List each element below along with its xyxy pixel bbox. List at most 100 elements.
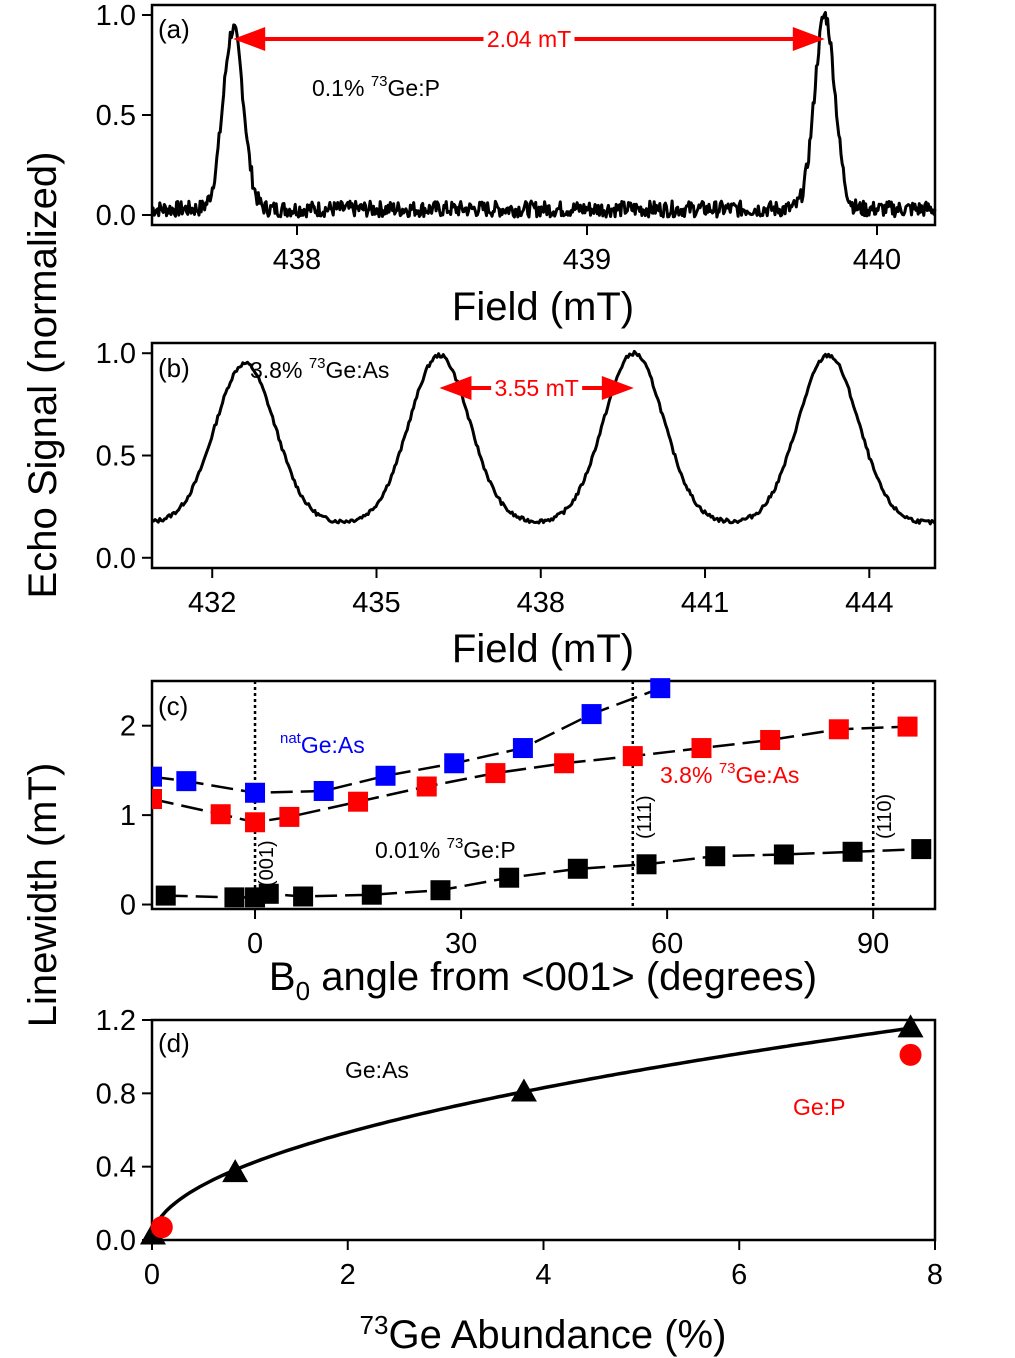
panel-b-xlabel: Field (mT) xyxy=(452,627,634,671)
panel-b-arrow-head-right xyxy=(601,376,634,400)
panel-d-xtick-label: 8 xyxy=(927,1259,943,1291)
legend-nat-ge-as: natGe:As xyxy=(280,730,365,758)
panel-a: (a) Field (mT) 0.1% 73Ge:P 438 439 440 0.0 0… xyxy=(96,0,937,329)
panel-c: (c) B0 angle from <001> (degrees) natGe:… xyxy=(120,678,937,1006)
y-axis-title-echo: Echo Signal (normalized) xyxy=(21,152,65,599)
panel-c-marker-1 xyxy=(622,746,643,767)
panel-c-ytick-label: 0 xyxy=(120,890,136,922)
panel-c-marker-1 xyxy=(210,804,231,825)
panel-c-marker-2 xyxy=(773,844,794,865)
legend-38-ge-as: 3.8% 73Ge:As xyxy=(660,760,799,788)
panel-c-marker-2 xyxy=(361,884,382,905)
panel-d-fit-curve xyxy=(150,1026,911,1241)
panel-c-xtick-label: 90 xyxy=(857,928,889,960)
panel-d-xtick-label: 6 xyxy=(731,1259,747,1291)
panel-b-xtick-label: 432 xyxy=(188,587,236,619)
panel-b-trace xyxy=(151,349,937,526)
panel-d-xtick-label: 4 xyxy=(535,1259,551,1291)
panel-c-marker-2 xyxy=(567,858,588,879)
panel-c-marker-2 xyxy=(293,886,314,907)
panel-c-series-line xyxy=(151,687,661,795)
panel-c-vline-label: (110) xyxy=(874,794,896,839)
panel-d-ytick-label: 0.4 xyxy=(96,1152,136,1184)
panel-a-arrow-label-bg xyxy=(483,21,575,49)
panel-a-label: (a) xyxy=(158,14,190,44)
panel-a-ytick-label: 0.0 xyxy=(96,200,136,232)
panel-d-xtick-label: 0 xyxy=(144,1259,160,1291)
panel-d-ytick-label: 0.8 xyxy=(96,1078,136,1110)
panel-d-label: (d) xyxy=(158,1028,190,1058)
panel-c-marker-2 xyxy=(911,839,932,860)
panel-b: (b) Field (mT) 3.8% 73Ge:As 432 435 438 441… xyxy=(96,338,937,671)
panel-c-marker-0 xyxy=(176,771,197,792)
panel-d-marker-ge-p xyxy=(899,1043,922,1066)
panel-b-xtick-label: 444 xyxy=(845,587,893,619)
panel-c-marker-1 xyxy=(554,753,575,774)
panel-a-arrow-head-left xyxy=(233,27,266,51)
panel-a-xlabel: Field (mT) xyxy=(452,285,634,329)
panel-c-xtick-label: 60 xyxy=(651,928,683,960)
panel-c-marker-2 xyxy=(499,867,520,888)
panel-c-ytick-label: 1 xyxy=(120,800,136,832)
panel-c-marker-1 xyxy=(279,806,300,827)
panel-d-frame xyxy=(150,1018,937,1242)
panel-b-ytick-label: 0.5 xyxy=(96,441,136,473)
panel-c-marker-2 xyxy=(636,854,657,875)
panel-c-marker-1 xyxy=(245,812,266,833)
panel-a-arrow-head-right xyxy=(792,27,825,51)
panel-c-marker-1 xyxy=(485,763,506,784)
panel-c-ytick-label: 2 xyxy=(120,711,136,743)
panel-c-marker-2 xyxy=(705,846,726,867)
panel-c-marker-2 xyxy=(224,887,245,908)
legend-001-ge-p: 0.01% 73Ge:P xyxy=(375,835,516,863)
panel-c-marker-1 xyxy=(416,776,437,797)
panel-a-sample-label: 0.1% 73Ge:P xyxy=(312,73,440,101)
legend-ge-p: Ge:P xyxy=(793,1094,845,1120)
panel-d-marker-ge-as xyxy=(897,1014,924,1038)
panel-c-marker-0 xyxy=(375,765,396,786)
panel-c-vline-label: (001) xyxy=(256,840,278,887)
panel-a-xtick-label: 438 xyxy=(273,244,321,276)
panel-b-ytick-label: 1.0 xyxy=(96,338,136,370)
panel-c-marker-2 xyxy=(155,885,176,906)
panel-c-xlabel: B0 angle from <001> (degrees) xyxy=(269,955,817,1006)
panel-c-marker-0 xyxy=(444,753,465,774)
panel-c-marker-1 xyxy=(760,730,781,751)
panel-a-xtick-label: 439 xyxy=(563,244,611,276)
panel-a-ytick-label: 1.0 xyxy=(96,0,136,32)
panel-a-ytick-label: 0.5 xyxy=(96,100,136,132)
panel-c-marker-2 xyxy=(842,841,863,862)
panel-c-vline-label: (111) xyxy=(634,795,656,839)
panel-d-xtick-label: 2 xyxy=(340,1259,356,1291)
panel-d: (d) 73Ge Abundance (%) Ge:As Ge:P 0 2 4 6 8 0… xyxy=(96,1005,943,1357)
panel-c-marker-1 xyxy=(152,789,162,810)
legend-ge-as: Ge:As xyxy=(345,1057,409,1083)
panel-b-xtick-label: 438 xyxy=(517,587,565,619)
panel-a-xtick-label: 440 xyxy=(853,244,901,276)
panel-c-marker-0 xyxy=(650,678,671,699)
panel-c-marker-1 xyxy=(828,719,849,740)
panel-c-marker-2 xyxy=(258,883,279,904)
panel-b-xtick-label: 435 xyxy=(352,587,400,619)
panel-d-xlabel: 73Ge Abundance (%) xyxy=(360,1310,727,1357)
panel-c-marker-0 xyxy=(313,780,334,801)
panel-c-marker-1 xyxy=(348,791,369,812)
panel-c-marker-0 xyxy=(245,782,266,803)
panel-c-xtick-label: 0 xyxy=(247,928,263,960)
panel-b-arrow-head-left xyxy=(439,376,472,400)
panel-c-marker-0 xyxy=(581,704,602,725)
panel-c-marker-1 xyxy=(897,716,918,737)
panel-b-label: (b) xyxy=(158,353,190,383)
panel-c-marker-0 xyxy=(152,766,162,787)
panel-c-marker-2 xyxy=(430,880,451,901)
y-axis-title-linewidth: Linewidth (mT) xyxy=(21,763,65,1028)
panel-b-arrow-label: 3.55 mT xyxy=(494,375,578,401)
panel-b-xtick-label: 441 xyxy=(681,587,729,619)
panel-c-label: (c) xyxy=(158,691,188,721)
panel-c-series-line xyxy=(165,847,922,899)
panel-d-ytick-label: 1.2 xyxy=(96,1005,136,1037)
panel-c-marker-0 xyxy=(512,738,533,759)
panel-c-xtick-label: 30 xyxy=(445,928,477,960)
panel-d-ytick-label: 0.0 xyxy=(96,1225,136,1257)
